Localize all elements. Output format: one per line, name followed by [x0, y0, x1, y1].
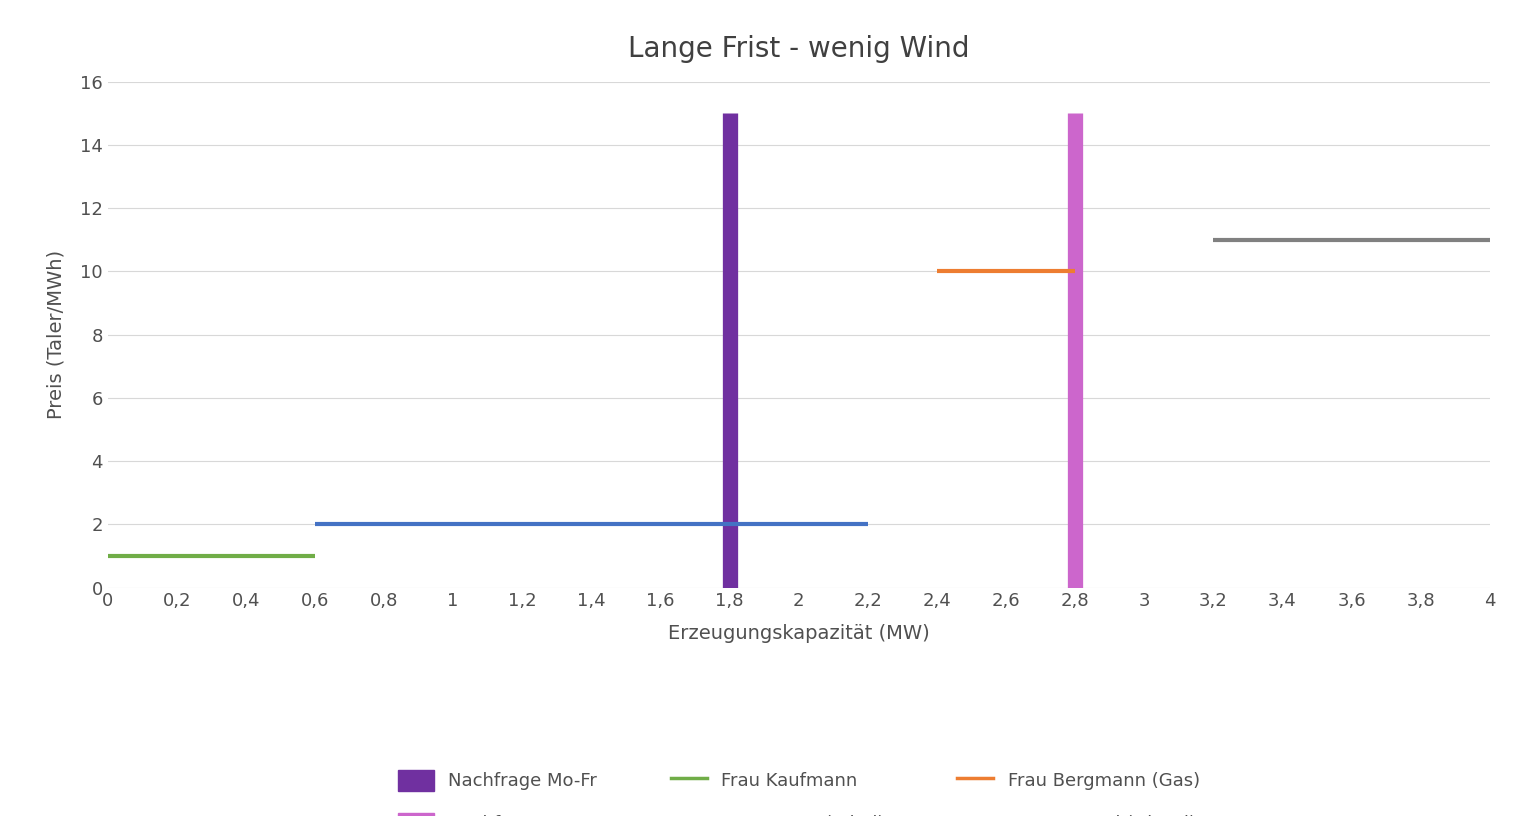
- X-axis label: Erzeugungskapazität (MW): Erzeugungskapazität (MW): [668, 624, 929, 643]
- Title: Lange Frist - wenig Wind: Lange Frist - wenig Wind: [628, 34, 969, 63]
- Legend: Nachfrage Mo-Fr, Nachfrage Sa-So, Frau Kaufmann, Herr Bauer (Wind), Frau Bergman: Nachfrage Mo-Fr, Nachfrage Sa-So, Frau K…: [376, 748, 1221, 816]
- Y-axis label: Preis (Taler/MWh): Preis (Taler/MWh): [48, 250, 66, 419]
